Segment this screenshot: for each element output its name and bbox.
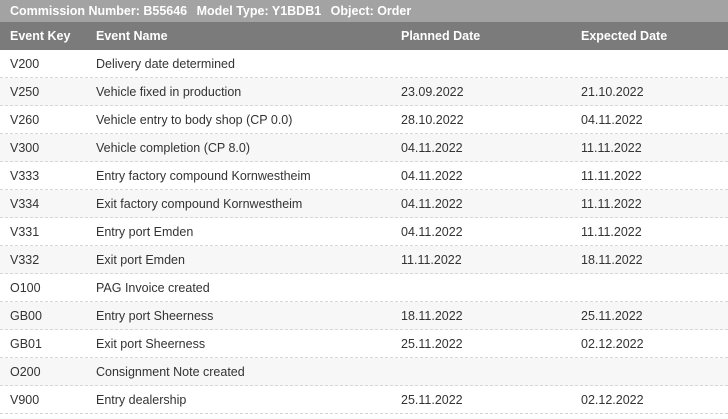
table-cell: V334 — [10, 197, 40, 211]
table-row: V250 Vehicle fixed in production 23.09.202… — [0, 78, 728, 106]
column-header: Planned Date — [401, 29, 481, 43]
table-cell: O200 — [10, 365, 41, 379]
table-row: V260 Vehicle entry to body shop (CP 0.0) 2… — [0, 106, 728, 134]
table-cell: Entry factory compound Kornwestheim — [96, 169, 311, 183]
table-row: V333 Entry factory compound Kornwestheim 0… — [0, 162, 728, 190]
table-row: O100 PAG Invoice created — [0, 274, 728, 302]
table-cell: 04.11.2022 — [401, 225, 463, 239]
table-cell: V300 — [10, 141, 40, 155]
table-cell: 11.11.2022 — [401, 253, 462, 267]
table-cell: Entry port Emden — [96, 225, 194, 239]
table-cell: 04.11.2022 — [401, 141, 463, 155]
column-header: Event Key — [10, 29, 71, 43]
table-cell: 23.09.2022 — [401, 85, 464, 99]
table-row: O200 Consignment Note created — [0, 358, 728, 386]
header-item: Object: Order — [330, 4, 412, 18]
table-cell: Exit factory compound Kornwestheim — [96, 197, 303, 211]
table-cell: 28.10.2022 — [401, 113, 464, 127]
table-cell: 18.11.2022 — [581, 253, 643, 267]
table-cell: 04.11.2022 — [581, 113, 643, 127]
table-cell: 11.11.2022 — [581, 197, 642, 211]
table-cell: 21.10.2022 — [581, 85, 644, 99]
table-cell: 02.12.2022 — [581, 337, 644, 351]
table-cell: Vehicle completion (CP 8.0) — [96, 141, 251, 155]
table-cell: 18.11.2022 — [401, 309, 463, 323]
table-cell: V900 — [10, 393, 40, 407]
header-bar: Commission Number: B55646 Model Type: Y1… — [0, 0, 728, 22]
table-cell: 11.11.2022 — [581, 141, 642, 155]
table-row: V900 Entry dealership 25.11.2022 02.12.2022 — [0, 386, 728, 414]
header-item: Model Type: Y1BDB1 — [196, 4, 322, 18]
table-cell: 04.11.2022 — [401, 169, 463, 183]
table-row: V200 Delivery date determined — [0, 50, 728, 78]
table-row: GB01 Exit port Sheerness 25.11.2022 02.12.2… — [0, 330, 728, 358]
table-cell: Entry port Sheerness — [96, 309, 214, 323]
table-cell: O100 — [10, 281, 41, 295]
table-row: V331 Entry port Emden 04.11.2022 11.11.2022 — [0, 218, 728, 246]
table-cell: V332 — [10, 253, 40, 267]
table-cell: 25.11.2022 — [401, 393, 463, 407]
column-header: Event Name — [96, 29, 168, 43]
table-row: V332 Exit port Emden 11.11.2022 18.11.2022 — [0, 246, 728, 274]
table-cell: 02.12.2022 — [581, 393, 644, 407]
table-cell: V250 — [10, 85, 40, 99]
table-row: V334 Exit factory compound Kornwestheim 04… — [0, 190, 728, 218]
table-cell: V331 — [10, 225, 40, 239]
table-cell: 11.11.2022 — [581, 225, 642, 239]
table-cell: Delivery date determined — [96, 57, 235, 71]
column-header: Expected Date — [581, 29, 668, 43]
table-row: V300 Vehicle completion (CP 8.0) 04.11.202… — [0, 134, 728, 162]
table-row: GB00 Entry port Sheerness 18.11.2022 25.11.… — [0, 302, 728, 330]
table-cell: Vehicle entry to body shop (CP 0.0) — [96, 113, 293, 127]
table-cell: Entry dealership — [96, 393, 187, 407]
table-cell: 25.11.2022 — [401, 337, 463, 351]
table-cell: PAG Invoice created — [96, 281, 210, 295]
table-cell: V260 — [10, 113, 40, 127]
table-cell: Consignment Note created — [96, 365, 245, 379]
table-cell: GB00 — [10, 309, 42, 323]
table-cell: 25.11.2022 — [581, 309, 643, 323]
event-table: Event Key Event Name Planned Date Expected … — [0, 22, 728, 414]
table-cell: GB01 — [10, 337, 42, 351]
table-cell: 04.11.2022 — [401, 197, 463, 211]
table-cell: V200 — [10, 57, 40, 71]
table-cell: Exit port Emden — [96, 253, 185, 267]
table-cell: 11.11.2022 — [581, 169, 642, 183]
table-cell: V333 — [10, 169, 40, 183]
header-row: Event Key Event Name Planned Date Expected … — [0, 22, 728, 50]
header-item: Commission Number: B55646 — [10, 4, 188, 18]
table-cell: Exit port Sheerness — [96, 337, 206, 351]
table-cell: Vehicle fixed in production — [96, 85, 242, 99]
